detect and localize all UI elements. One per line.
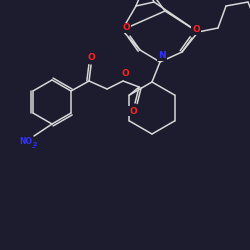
Text: NO: NO [20,136,32,145]
Text: O: O [87,52,95,62]
Text: 2: 2 [32,144,36,148]
Text: O: O [192,26,200,35]
Text: NO: NO [18,138,32,146]
Text: O: O [121,70,129,78]
Text: O: O [129,106,137,116]
Text: O: O [122,24,130,32]
Text: N: N [158,52,166,60]
Text: 2: 2 [33,142,37,146]
